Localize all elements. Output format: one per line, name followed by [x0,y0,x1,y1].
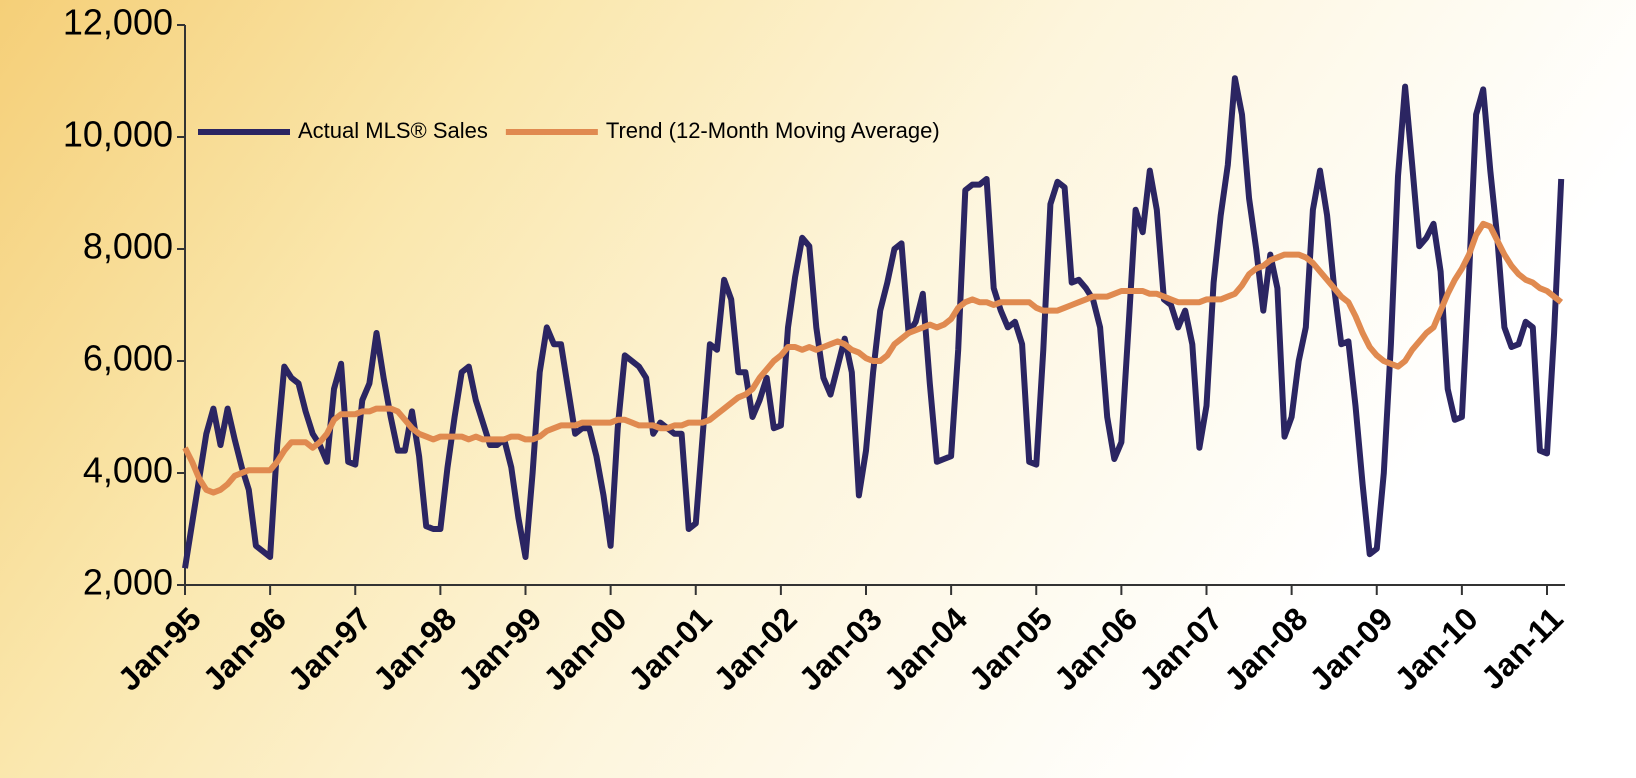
x-tick-label: Jan-08 [1217,600,1314,697]
x-tick-label: Jan-01 [622,600,719,697]
x-tick-label: Jan-07 [1132,600,1229,697]
x-tick-label: Jan-99 [451,600,548,697]
x-tick-label: Jan-02 [707,600,804,697]
y-tick-label: 10,000 [63,114,173,155]
x-tick-label: Jan-05 [962,600,1059,697]
y-tick-label: 6,000 [83,338,173,379]
legend-label: Actual MLS® Sales [298,118,488,143]
y-tick-label: 12,000 [63,2,173,43]
series-line [182,220,1564,496]
x-tick-label: Jan-04 [877,600,974,697]
x-tick-label: Jan-00 [536,600,633,697]
x-tick-label: Jan-03 [792,600,889,697]
y-tick-label: 2,000 [83,562,173,603]
x-tick-label: Jan-09 [1303,600,1400,697]
x-tick-label: Jan-96 [196,600,293,697]
x-tick-label: Jan-10 [1388,600,1485,697]
x-tick-label: Jan-98 [366,600,463,697]
y-tick-label: 4,000 [83,450,173,491]
legend-label: Trend (12-Month Moving Average) [606,118,940,143]
series-line [182,75,1565,569]
x-tick-label: Jan-97 [281,600,378,697]
x-tick-label: Jan-06 [1047,600,1144,697]
x-tick-label: Jan-95 [111,600,208,697]
x-tick-label: Jan-11 [1474,600,1570,696]
y-tick-label: 8,000 [83,226,173,267]
